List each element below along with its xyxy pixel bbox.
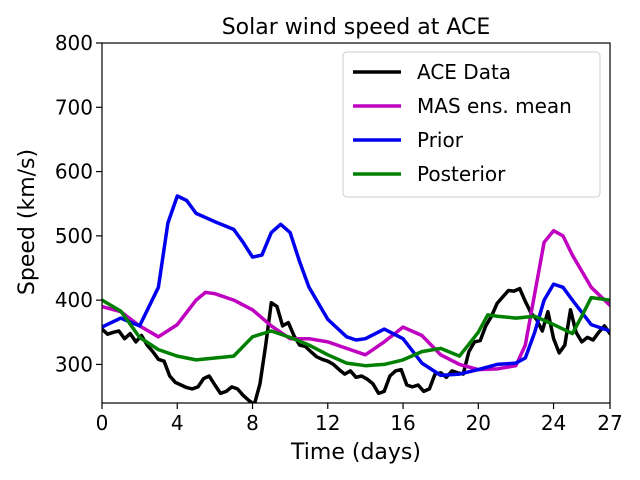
x-tick-label: 4 — [171, 411, 184, 435]
x-tick-label: 24 — [541, 411, 566, 435]
x-tick-label: 20 — [466, 411, 491, 435]
x-tick-label: 8 — [246, 411, 259, 435]
series-line-4 — [102, 295, 610, 368]
y-tick-label: 400 — [55, 288, 93, 312]
y-tick-label: 700 — [55, 95, 93, 119]
series-line-3 — [102, 194, 610, 378]
x-axis-label: Time (days) — [290, 440, 421, 465]
x-tick-label: 12 — [315, 411, 340, 435]
legend-label-3: Prior — [417, 128, 464, 152]
chart-title: Solar wind speed at ACE — [222, 15, 491, 40]
x-tick-label: 16 — [390, 411, 415, 435]
x-tick-label: 0 — [96, 411, 109, 435]
series-line-2 — [102, 228, 610, 372]
series-line-1 — [102, 286, 610, 403]
y-tick-label: 800 — [55, 31, 93, 55]
y-tick-label: 500 — [55, 224, 93, 248]
y-axis-label: Speed (km/s) — [15, 149, 40, 295]
plot-frame — [101, 42, 611, 404]
legend-box — [342, 51, 601, 198]
legend-label-4: Posterior — [417, 162, 506, 186]
y-tick-label: 300 — [55, 352, 93, 376]
x-tick-label: 27 — [597, 411, 622, 435]
y-tick-label: 600 — [55, 160, 93, 184]
legend-label-2: MAS ens. mean — [417, 94, 572, 118]
legend-label-1: ACE Data — [417, 60, 511, 84]
